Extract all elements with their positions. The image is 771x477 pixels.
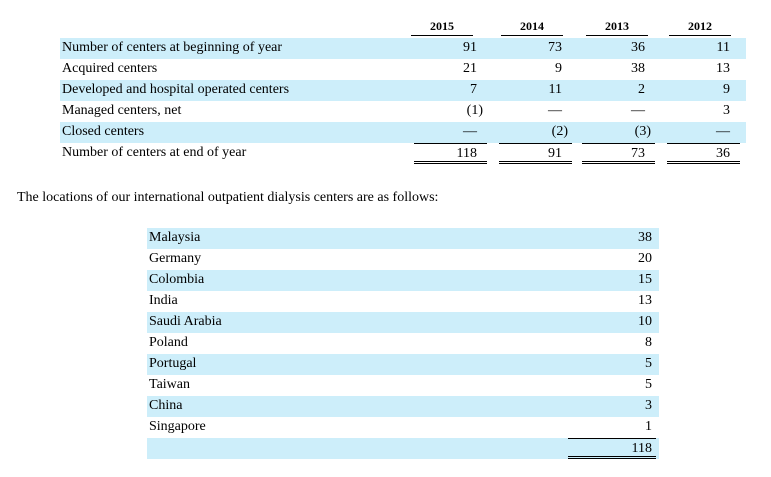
row-label: Number of centers at end of year bbox=[62, 145, 247, 160]
row-label: Closed centers bbox=[62, 124, 145, 139]
table-row: Taiwan 5 bbox=[147, 375, 659, 396]
year-header-2014: 2014 bbox=[501, 19, 563, 36]
table-row-developed: Developed and hospital operated centers … bbox=[60, 80, 746, 101]
centers-table: 2015 2014 2013 2012 Number of centers at… bbox=[60, 18, 746, 164]
cell-2013: — bbox=[631, 103, 645, 118]
country-label: Malaysia bbox=[149, 230, 201, 245]
cell-2014: (2) bbox=[551, 124, 568, 139]
cell-2015: (1) bbox=[466, 103, 483, 118]
cell-2012: 3 bbox=[723, 103, 730, 118]
cell-2012: — bbox=[716, 124, 730, 139]
country-label: Saudi Arabia bbox=[149, 314, 222, 329]
country-label: Colombia bbox=[149, 272, 205, 287]
cell-2015: 118 bbox=[414, 143, 487, 164]
center-count: 3 bbox=[645, 398, 652, 413]
table-row-end: Number of centers at end of year 118 91 … bbox=[60, 143, 746, 164]
row-label: Developed and hospital operated centers bbox=[62, 82, 290, 97]
table-row: India 13 bbox=[147, 291, 659, 312]
cell-2014: 11 bbox=[548, 82, 562, 97]
country-label: Taiwan bbox=[149, 377, 191, 392]
cell-2014: 9 bbox=[555, 61, 562, 76]
country-label: Germany bbox=[149, 251, 202, 266]
center-count: 15 bbox=[638, 272, 652, 287]
cell-2012: 36 bbox=[667, 143, 740, 164]
total-row: 118 bbox=[147, 438, 659, 459]
table-row: Singapore 1 bbox=[147, 417, 659, 438]
country-label: Singapore bbox=[149, 419, 206, 434]
cell-2012: 13 bbox=[716, 61, 730, 76]
cell-2012: 11 bbox=[716, 40, 730, 55]
country-label: Portugal bbox=[149, 356, 197, 371]
row-label: Number of centers at beginning of year bbox=[62, 40, 283, 55]
cell-2013: 38 bbox=[631, 61, 645, 76]
cell-2015: — bbox=[463, 124, 477, 139]
intro-paragraph: The locations of our international outpa… bbox=[17, 190, 439, 205]
cell-2015: 21 bbox=[463, 61, 477, 76]
total-count: 118 bbox=[568, 438, 656, 459]
cell-2015: 7 bbox=[470, 82, 477, 97]
table-row-closed: Closed centers — (2) (3) — bbox=[60, 122, 746, 143]
table-row: China 3 bbox=[147, 396, 659, 417]
center-count: 38 bbox=[638, 230, 652, 245]
cell-2013: 73 bbox=[582, 143, 655, 164]
cell-2014: 73 bbox=[548, 40, 562, 55]
year-header-row: 2015 2014 2013 2012 bbox=[60, 18, 746, 38]
table-row-managed: Managed centers, net (1) — — 3 bbox=[60, 101, 746, 122]
table-row-beginning: Number of centers at beginning of year 9… bbox=[60, 38, 746, 59]
country-label: China bbox=[149, 398, 183, 413]
row-label: Acquired centers bbox=[62, 61, 158, 76]
cell-2014: 91 bbox=[499, 143, 572, 164]
table-row: Germany 20 bbox=[147, 249, 659, 270]
cell-2013: (3) bbox=[634, 124, 651, 139]
year-header-2012: 2012 bbox=[669, 19, 731, 36]
table-row: Poland 8 bbox=[147, 333, 659, 354]
year-header-2013: 2013 bbox=[586, 19, 648, 36]
table-row: Colombia 15 bbox=[147, 270, 659, 291]
year-header-2015: 2015 bbox=[411, 19, 473, 36]
cell-2012: 9 bbox=[723, 82, 730, 97]
locations-table: Malaysia 38 Germany 20 Colombia 15 India… bbox=[147, 228, 659, 459]
table-row: Malaysia 38 bbox=[147, 228, 659, 249]
cell-2015: 91 bbox=[463, 40, 477, 55]
cell-2013: 36 bbox=[631, 40, 645, 55]
center-count: 5 bbox=[645, 377, 652, 392]
cell-2014: — bbox=[548, 103, 562, 118]
center-count: 8 bbox=[645, 335, 652, 350]
center-count: 13 bbox=[638, 293, 652, 308]
center-count: 10 bbox=[638, 314, 652, 329]
country-label: Poland bbox=[149, 335, 188, 350]
center-count: 1 bbox=[645, 419, 652, 434]
table-row-acquired: Acquired centers 21 9 38 13 bbox=[60, 59, 746, 80]
table-row: Portugal 5 bbox=[147, 354, 659, 375]
country-label: India bbox=[149, 293, 178, 308]
row-label: Managed centers, net bbox=[62, 103, 182, 118]
table-row: Saudi Arabia 10 bbox=[147, 312, 659, 333]
center-count: 5 bbox=[645, 356, 652, 371]
center-count: 20 bbox=[638, 251, 652, 266]
cell-2013: 2 bbox=[638, 82, 645, 97]
